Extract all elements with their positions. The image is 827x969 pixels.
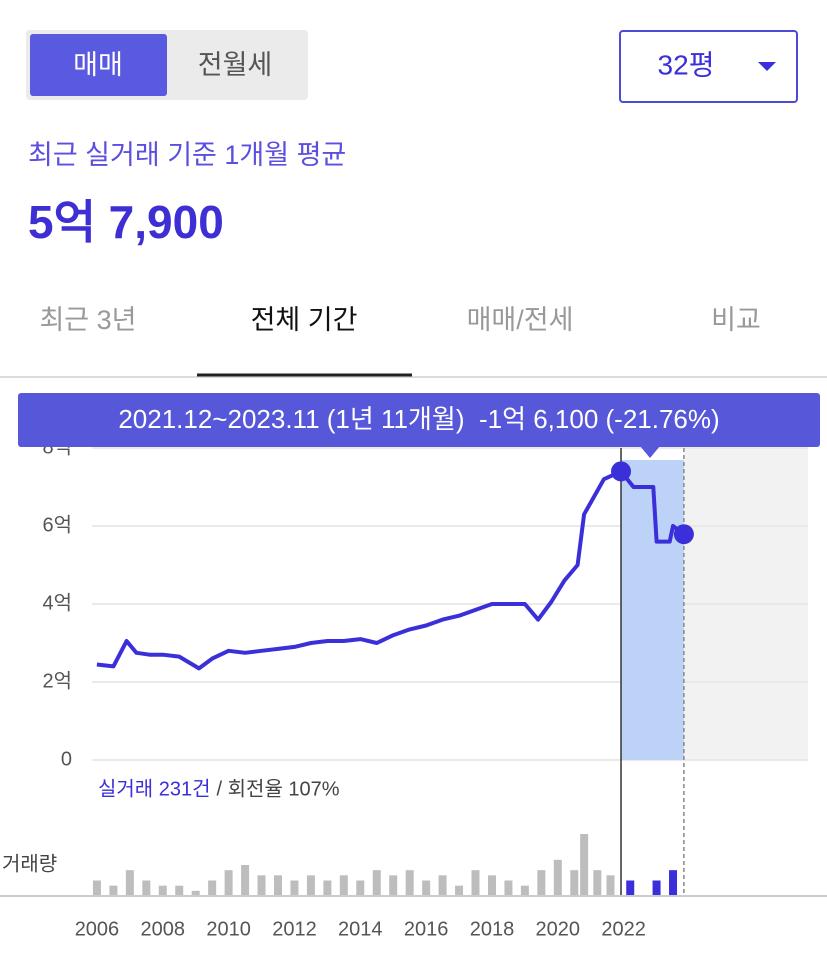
volume-bar <box>191 890 200 896</box>
volume-bar <box>405 870 414 896</box>
size-dropdown[interactable] <box>619 30 798 103</box>
tooltip-box <box>18 393 820 447</box>
tab[interactable]: 전체 기간 <box>251 305 358 335</box>
x-tick-label: 2016 <box>404 918 449 940</box>
x-tick-label: 2010 <box>206 918 251 940</box>
y-tick-label: 0 <box>61 748 72 770</box>
tooltip-text: 2021.12~2023.11 (1년 11개월) -1억 6,100 (-21… <box>118 404 719 434</box>
x-tick-label: 2020 <box>536 918 581 940</box>
volume-bar <box>224 870 233 896</box>
volume-bar <box>422 880 431 896</box>
volume-bar <box>257 875 266 896</box>
volume-bar <box>626 880 635 896</box>
volume-bar <box>241 865 250 896</box>
tab[interactable]: 매매/전세 <box>467 305 574 335</box>
volume-bar <box>175 885 184 896</box>
selection-point <box>673 524 694 545</box>
volume-bar <box>109 885 118 896</box>
volume-bar <box>520 885 529 896</box>
volume-bar <box>471 870 480 896</box>
tooltip-pointer <box>640 446 660 458</box>
volume-label: 거래량 <box>2 852 57 875</box>
volume-bar <box>438 875 447 896</box>
x-tick-label: 2008 <box>141 918 186 940</box>
selection-band <box>621 460 684 760</box>
volume-bar <box>669 870 678 896</box>
trade-count: 실거래 231건 <box>98 777 211 800</box>
volume-bar <box>339 875 348 896</box>
volume-bar <box>389 875 398 896</box>
y-tick-label: 4억 <box>42 591 72 614</box>
price-line <box>96 469 686 671</box>
y-tick-label: 6억 <box>42 513 72 536</box>
summary-price: 5억 7,900 <box>28 196 224 248</box>
x-tick-label: 2014 <box>338 918 383 940</box>
volume-bar <box>372 870 381 896</box>
tab[interactable]: 최근 3년 <box>39 305 136 335</box>
size-value[interactable]: 32평 <box>658 49 715 80</box>
volume-bar <box>580 834 589 896</box>
x-tick-label: 2012 <box>272 918 317 940</box>
turnover: / 회전율 107% <box>217 777 340 800</box>
volume-bar <box>290 880 299 896</box>
y-tick-label: 2억 <box>42 669 72 692</box>
x-tick-label: 2022 <box>601 918 646 940</box>
toggle-option[interactable]: 매매 <box>73 50 123 80</box>
volume-bar <box>92 880 101 896</box>
volume-bar <box>553 859 562 896</box>
volume-bar <box>652 880 661 896</box>
x-tick-label: 2018 <box>470 918 515 940</box>
summary-label: 최근 실거래 기준 1개월 평균 <box>28 140 346 170</box>
volume-bar <box>208 880 217 896</box>
x-tick-label: 2006 <box>75 918 120 940</box>
volume-bar <box>504 880 513 896</box>
volume-bar <box>356 880 365 896</box>
volume-bar <box>570 870 579 896</box>
toggle-active <box>30 34 167 96</box>
selection-point <box>611 461 632 482</box>
volume-bar <box>606 875 615 896</box>
volume-bar <box>593 870 602 896</box>
tab[interactable]: 비교 <box>711 305 761 335</box>
volume-bar <box>487 875 496 896</box>
volume-bar <box>125 870 134 896</box>
volume-bar <box>158 885 167 896</box>
volume-bar <box>455 885 464 896</box>
volume-bar <box>306 875 315 896</box>
volume-bar <box>537 870 546 896</box>
volume-bar <box>273 875 282 896</box>
dropdown-arrow <box>758 62 776 71</box>
toggle-option[interactable]: 전월세 <box>198 50 273 80</box>
volume-bar <box>142 880 151 896</box>
volume-bar <box>323 880 332 896</box>
